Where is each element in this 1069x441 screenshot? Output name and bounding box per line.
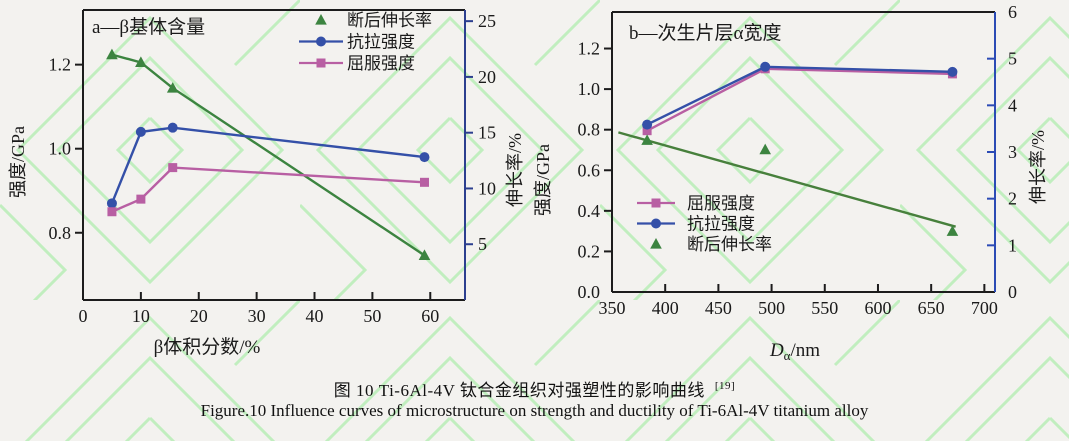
svg-text:450: 450 <box>705 298 732 318</box>
svg-text:强度/GPa: 强度/GPa <box>8 126 28 198</box>
svg-text:5: 5 <box>478 234 487 254</box>
svg-text:50: 50 <box>363 306 381 326</box>
svg-text:1.2: 1.2 <box>578 39 601 59</box>
chart-b-series-tensile <box>642 61 958 130</box>
svg-text:600: 600 <box>864 298 891 318</box>
svg-text:0: 0 <box>79 306 88 326</box>
chart-b: 350 400 450 500 550 600 650 7000.00.20.40.60.81… <box>533 2 1048 363</box>
svg-text:0.8: 0.8 <box>49 223 72 243</box>
chart-a-series-elongation <box>106 48 431 260</box>
svg-text:350: 350 <box>599 298 626 318</box>
svg-text:400: 400 <box>652 298 679 318</box>
svg-text:20: 20 <box>190 306 208 326</box>
svg-text:20: 20 <box>478 67 496 87</box>
svg-text:0.6: 0.6 <box>578 160 601 180</box>
svg-text:屈服强度: 屈服强度 <box>347 54 415 73</box>
svg-text:30: 30 <box>248 306 266 326</box>
svg-text:0.0: 0.0 <box>578 282 601 302</box>
figure-caption-zh: 图 10 Ti-6Al-4V 钛合金组织对强塑性的影响曲线 [19] <box>0 376 1069 401</box>
svg-text:伸长率/%: 伸长率/% <box>1028 130 1048 204</box>
chart-a-legend-yield: 屈服强度 <box>299 54 415 73</box>
chart-b-series-elongation <box>641 134 959 236</box>
svg-text:抗拉强度: 抗拉强度 <box>687 215 755 234</box>
svg-text:2: 2 <box>1008 189 1017 209</box>
charts-canvas: 0 10 20 30 40 50 600.81.01.2510152025a—β基体含量β体… <box>8 2 1048 363</box>
svg-text:0: 0 <box>1008 282 1017 302</box>
svg-text:1: 1 <box>1008 235 1017 255</box>
svg-text:Dα/nm: Dα/nm <box>769 340 820 363</box>
svg-text:500: 500 <box>758 298 785 318</box>
svg-text:1.0: 1.0 <box>578 79 601 99</box>
svg-text:550: 550 <box>811 298 838 318</box>
svg-text:650: 650 <box>918 298 945 318</box>
svg-text:4: 4 <box>1008 95 1017 115</box>
chart-a-series-yield <box>107 163 429 217</box>
svg-text:40: 40 <box>306 306 324 326</box>
chart-b-legend-yield: 屈服强度 <box>637 194 755 213</box>
svg-text:b—次生片层α宽度: b—次生片层α宽度 <box>629 22 781 44</box>
svg-text:5: 5 <box>1008 49 1017 69</box>
svg-text:屈服强度: 屈服强度 <box>687 194 755 213</box>
caption-zh-text: 图 10 Ti-6Al-4V 钛合金组织对强塑性的影响曲线 <box>333 381 705 400</box>
svg-text:断后伸长率: 断后伸长率 <box>687 235 772 254</box>
svg-text:断后伸长率: 断后伸长率 <box>347 11 432 30</box>
svg-text:抗拉强度: 抗拉强度 <box>347 33 415 52</box>
svg-text:0.2: 0.2 <box>578 241 601 261</box>
svg-text:伸长率/%: 伸长率/% <box>505 133 525 207</box>
chart-a-legend-tensile: 抗拉强度 <box>299 33 415 52</box>
svg-text:强度/GPa: 强度/GPa <box>533 144 553 216</box>
caption-reference: [19] <box>714 380 736 393</box>
chart-a-axes <box>75 9 473 301</box>
chart-b-series-trend <box>618 131 956 228</box>
chart-b-axes <box>604 11 996 293</box>
svg-text:β体积分数/%: β体积分数/% <box>154 336 261 358</box>
svg-text:a—β基体含量: a—β基体含量 <box>92 16 205 38</box>
chart-a: 0 10 20 30 40 50 60 0.8 1.0 1.2 5 10 15 20 25 a—β基体含量 β体… <box>8 9 525 358</box>
figure-caption-en: Figure.10 Influence curves of microstruc… <box>200 401 869 420</box>
svg-text:1.2: 1.2 <box>49 55 72 75</box>
chart-b-series-yield <box>642 64 957 136</box>
figure-captions: 图 10 Ti-6Al-4V 钛合金组织对强塑性的影响曲线 [19] Figure… <box>0 376 1069 421</box>
svg-text:10: 10 <box>132 306 150 326</box>
svg-text:10: 10 <box>478 178 496 198</box>
svg-text:25: 25 <box>478 11 496 31</box>
svg-text:3: 3 <box>1008 142 1017 162</box>
svg-text:6: 6 <box>1008 2 1017 22</box>
svg-text:1.0: 1.0 <box>49 139 72 159</box>
chart-b-legend-tensile: 抗拉强度 <box>637 215 755 234</box>
svg-text:60: 60 <box>421 306 439 326</box>
svg-text:700: 700 <box>971 298 998 318</box>
svg-text:0.8: 0.8 <box>578 120 601 140</box>
chart-a-legend-elongation: 断后伸长率 <box>315 11 432 30</box>
svg-text:0.4: 0.4 <box>578 201 601 221</box>
chart-b-legend-elongation: 断后伸长率 <box>650 235 772 254</box>
svg-text:15: 15 <box>478 123 496 143</box>
chart-a-series-tensile <box>106 122 430 209</box>
